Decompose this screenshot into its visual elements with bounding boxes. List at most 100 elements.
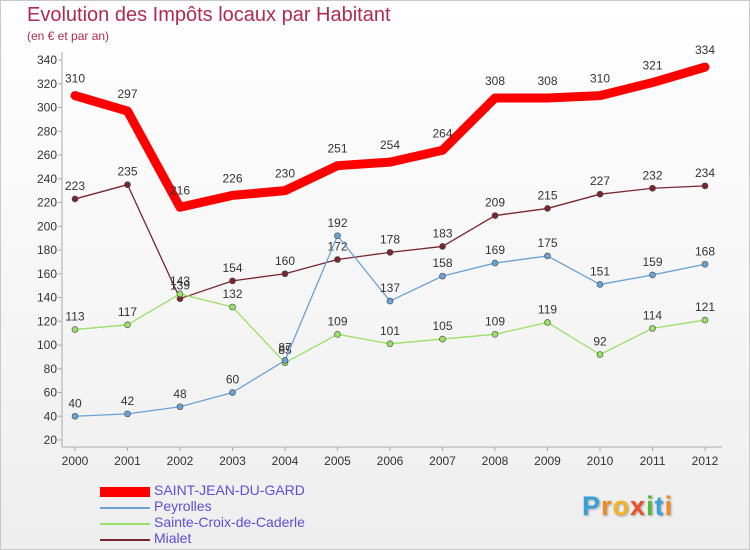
data-label: 87: [278, 340, 292, 354]
data-label: 40: [68, 396, 82, 410]
data-label: 48: [173, 387, 187, 401]
data-label: 310: [65, 72, 85, 86]
data-label: 160: [275, 254, 295, 268]
chart-title: Evolution des Impôts locaux par Habitant: [27, 4, 391, 26]
data-label: 334: [695, 43, 715, 57]
y-tick-label: 340: [37, 53, 57, 67]
data-label: 117: [118, 305, 137, 319]
data-label: 254: [380, 138, 400, 152]
series-peyrolles: 40 42 48 60 87 192 137 158 169 175 151 159 168: [68, 216, 715, 420]
data-point: [649, 184, 656, 192]
x-tick-label: 2009: [534, 454, 561, 468]
data-point: [701, 182, 709, 190]
data-point: [596, 351, 604, 358]
chart-subtitle: (en € et par an): [27, 29, 110, 43]
data-point: [544, 205, 551, 212]
data-label: 251: [327, 142, 347, 156]
y-tick-label: 200: [37, 219, 57, 233]
data-label: 264: [432, 126, 452, 140]
data-label: 109: [327, 314, 347, 328]
legend-label: Sainte-Croix-de-Caderle: [154, 514, 305, 530]
data-point: [701, 260, 709, 268]
data-label: 139: [170, 279, 190, 293]
data-label: 105: [432, 319, 452, 333]
x-tick-label: 2011: [640, 454, 666, 468]
data-point: [124, 181, 131, 188]
data-point: [491, 212, 499, 219]
data-label: 113: [65, 310, 84, 324]
logo-letter: t: [654, 491, 665, 521]
logo-letter: r: [601, 491, 613, 521]
data-label: 42: [121, 394, 135, 408]
y-tick-label: 20: [44, 433, 58, 447]
logo-letter: i: [664, 491, 674, 521]
data-point: [649, 271, 656, 279]
logo-letter: x: [630, 491, 647, 521]
data-point: [176, 290, 184, 298]
data-label: 230: [275, 167, 295, 181]
data-point: [334, 256, 341, 263]
x-tick-label: 2003: [219, 454, 246, 468]
data-label: 308: [537, 74, 557, 88]
data-point: [439, 335, 446, 343]
data-label: 168: [695, 244, 715, 258]
y-tick-label: 140: [37, 291, 57, 305]
chart-axes: 20 40 60 80 100 120 140 160 180 200 220 240 260 280 30…: [37, 52, 722, 468]
data-label: 192: [327, 216, 347, 230]
data-label: 151: [590, 264, 610, 278]
y-tick-label: 320: [37, 77, 57, 91]
data-label: 232: [642, 168, 662, 182]
x-tick-label: 2010: [587, 454, 614, 468]
data-point: [71, 195, 79, 203]
data-label: 235: [117, 165, 137, 179]
data-point: [701, 316, 709, 324]
data-label: 132: [222, 287, 242, 301]
series-saint-jean-du-gard: 310 297 216 226 230 251 254 264 308 308 310 321 334: [65, 43, 715, 212]
data-label: 216: [170, 183, 190, 197]
data-label: 175: [537, 236, 557, 250]
data-label: 178: [380, 232, 400, 246]
y-tick-label: 220: [37, 196, 57, 210]
data-label: 215: [537, 188, 557, 202]
data-label: 209: [485, 196, 505, 210]
y-tick-label: 100: [37, 338, 57, 352]
y-tick-label: 300: [37, 101, 57, 115]
x-tick-label: 2007: [429, 454, 456, 468]
data-point: [491, 259, 499, 267]
data-label: 321: [642, 59, 662, 73]
x-tick-label: 2002: [167, 454, 194, 468]
data-label: 137: [380, 281, 400, 295]
data-point: [649, 325, 656, 332]
y-tick-label: 240: [37, 172, 57, 186]
y-tick-label: 80: [44, 362, 58, 376]
logo-letter: o: [612, 491, 631, 521]
data-label: 226: [222, 171, 242, 185]
data-point: [71, 412, 79, 420]
data-point: [281, 270, 289, 278]
data-point: [544, 319, 551, 326]
data-label: 114: [643, 308, 662, 322]
data-label: 121: [695, 300, 715, 314]
data-label: 297: [117, 87, 137, 101]
legend-label: Peyrolles: [154, 498, 212, 514]
data-label: 234: [695, 166, 715, 180]
data-label: 223: [65, 179, 85, 193]
logo-letter: i: [646, 491, 655, 521]
proxiti-logo: Proxiti: [582, 491, 673, 522]
y-tick-label: 60: [44, 386, 58, 400]
data-point: [71, 326, 79, 333]
data-point: [386, 340, 394, 348]
data-point: [439, 243, 446, 250]
data-point: [176, 403, 184, 411]
data-label: 143: [170, 274, 190, 288]
x-tick-label: 2008: [482, 454, 509, 468]
data-point: [386, 297, 394, 305]
y-tick-label: 160: [37, 267, 57, 281]
y-tick-label: 120: [37, 314, 57, 328]
x-tick-label: 2000: [62, 454, 89, 468]
y-tick-label: 260: [37, 148, 57, 162]
